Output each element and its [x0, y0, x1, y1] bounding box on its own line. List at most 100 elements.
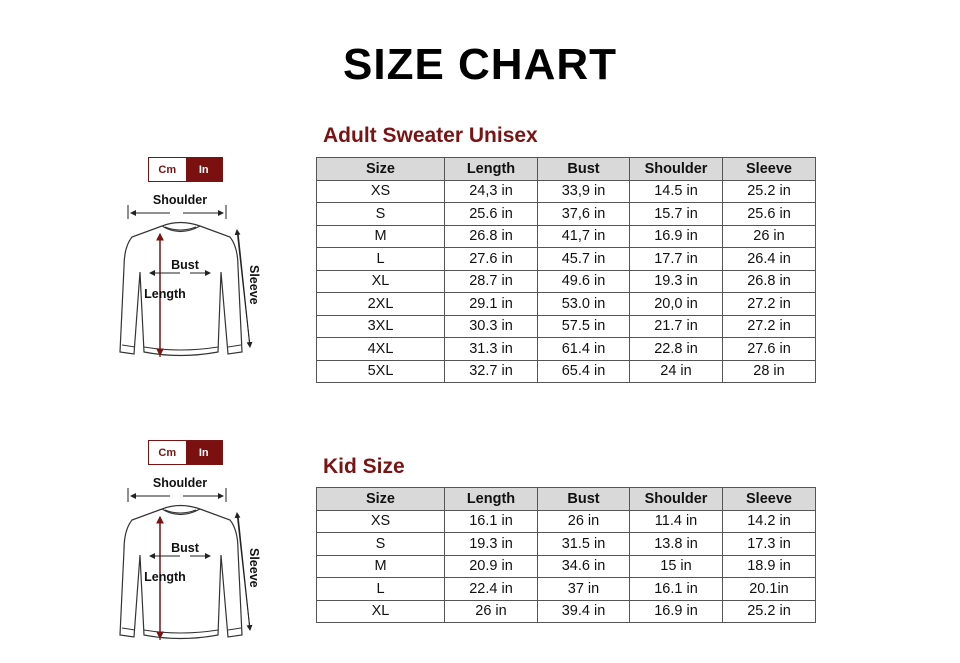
- table-row: M 26.8 in 41,7 in 16.9 in 26 in: [316, 224, 816, 248]
- kid-measurement-diagram: Cm In Shoulder Bust Length Sleeve: [110, 440, 270, 655]
- table-cell: 16.1 in: [444, 509, 538, 533]
- table-cell: XS: [316, 509, 445, 533]
- table-cell: 37,6 in: [537, 202, 630, 226]
- table-cell: 32.7 in: [444, 359, 538, 383]
- sleeve-label: Sleeve: [247, 265, 261, 305]
- table-cell: 29.1 in: [444, 292, 538, 316]
- page-title: SIZE CHART: [343, 40, 617, 89]
- table-cell: 31.5 in: [537, 532, 630, 556]
- table-cell: M: [316, 554, 445, 578]
- table-cell: 25.2 in: [722, 599, 816, 623]
- table-cell: 27.6 in: [722, 337, 816, 361]
- unit-toggle[interactable]: Cm In: [148, 440, 223, 465]
- table-cell: 25.6 in: [722, 202, 816, 226]
- table-cell: XL: [316, 269, 445, 293]
- length-label: Length: [144, 287, 186, 301]
- bust-label: Bust: [171, 258, 200, 272]
- table-cell: 25.6 in: [444, 202, 538, 226]
- bust-label: Bust: [171, 541, 200, 555]
- table-cell: 65.4 in: [537, 359, 630, 383]
- table-row: L 22.4 in 37 in 16.1 in 20.1in: [316, 577, 816, 601]
- table-cell: 2XL: [316, 292, 445, 316]
- table-row: S 25.6 in 37,6 in 15.7 in 25.6 in: [316, 202, 816, 226]
- column-header: Size: [316, 487, 445, 511]
- table-header-row: Size Length Bust Shoulder Sleeve: [316, 157, 816, 181]
- column-header: Length: [444, 157, 538, 181]
- table-cell: 26.8 in: [444, 224, 538, 248]
- table-cell: 28.7 in: [444, 269, 538, 293]
- column-header: Shoulder: [629, 157, 723, 181]
- table-cell: 31.3 in: [444, 337, 538, 361]
- table-cell: 17.7 in: [629, 247, 723, 271]
- length-label: Length: [144, 570, 186, 584]
- table-cell: 45.7 in: [537, 247, 630, 271]
- table-cell: 49.6 in: [537, 269, 630, 293]
- table-row: XL 28.7 in 49.6 in 19.3 in 26.8 in: [316, 269, 816, 293]
- table-cell: S: [316, 532, 445, 556]
- kid-size-table: Size Length Bust Shoulder Sleeve XS 16.1 in 26 …: [316, 487, 816, 623]
- table-cell: 30.3 in: [444, 314, 538, 338]
- table-cell: XL: [316, 599, 445, 623]
- table-row: 2XL 29.1 in 53.0 in 20,0 in 27.2 in: [316, 292, 816, 316]
- table-cell: 26 in: [537, 509, 630, 533]
- adult-size-table: Size Length Bust Shoulder Sleeve XS 24,3 in 33,…: [316, 157, 816, 383]
- sweater-icon: Shoulder Bust Length Sleeve: [119, 476, 261, 640]
- table-row: XS 24,3 in 33,9 in 14.5 in 25.2 in: [316, 179, 816, 203]
- table-cell: 4XL: [316, 337, 445, 361]
- table-header-row: Size Length Bust Shoulder Sleeve: [316, 487, 816, 511]
- table-cell: 15 in: [629, 554, 723, 578]
- table-cell: 18.9 in: [722, 554, 816, 578]
- table-cell: 37 in: [537, 577, 630, 601]
- table-cell: 17.3 in: [722, 532, 816, 556]
- table-cell: S: [316, 202, 445, 226]
- column-header: Shoulder: [629, 487, 723, 511]
- table-row: S 19.3 in 31.5 in 13.8 in 17.3 in: [316, 532, 816, 556]
- table-cell: 24 in: [629, 359, 723, 383]
- table-cell: 41,7 in: [537, 224, 630, 248]
- table-cell: 14.2 in: [722, 509, 816, 533]
- unit-in-option[interactable]: In: [185, 158, 222, 181]
- table-cell: 26 in: [444, 599, 538, 623]
- table-cell: 21.7 in: [629, 314, 723, 338]
- table-cell: 26.8 in: [722, 269, 816, 293]
- column-header: Sleeve: [722, 487, 816, 511]
- table-cell: 3XL: [316, 314, 445, 338]
- table-row: 5XL 32.7 in 65.4 in 24 in 28 in: [316, 359, 816, 383]
- table-cell: L: [316, 247, 445, 271]
- table-cell: 20,0 in: [629, 292, 723, 316]
- shoulder-label: Shoulder: [153, 193, 207, 207]
- column-header: Sleeve: [722, 157, 816, 181]
- unit-toggle[interactable]: Cm In: [148, 157, 223, 182]
- table-row: XS 16.1 in 26 in 11.4 in 14.2 in: [316, 509, 816, 533]
- table-row: 3XL 30.3 in 57.5 in 21.7 in 27.2 in: [316, 314, 816, 338]
- table-cell: 28 in: [722, 359, 816, 383]
- unit-cm-option[interactable]: Cm: [149, 158, 186, 181]
- table-cell: 11.4 in: [629, 509, 723, 533]
- sweater-icon: Shoulder Bust Length Sleeve: [119, 193, 261, 357]
- unit-in-option[interactable]: In: [185, 441, 222, 464]
- column-header: Length: [444, 487, 538, 511]
- table-row: M 20.9 in 34.6 in 15 in 18.9 in: [316, 554, 816, 578]
- table-cell: 16.1 in: [629, 577, 723, 601]
- kid-section-heading: Kid Size: [323, 455, 405, 478]
- table-cell: 26.4 in: [722, 247, 816, 271]
- table-cell: 27.6 in: [444, 247, 538, 271]
- table-cell: 19.3 in: [444, 532, 538, 556]
- unit-cm-option[interactable]: Cm: [149, 441, 186, 464]
- column-header: Size: [316, 157, 445, 181]
- table-cell: 39.4 in: [537, 599, 630, 623]
- table-cell: 15.7 in: [629, 202, 723, 226]
- table-cell: 16.9 in: [629, 599, 723, 623]
- table-cell: 20.9 in: [444, 554, 538, 578]
- table-cell: 5XL: [316, 359, 445, 383]
- table-row: 4XL 31.3 in 61.4 in 22.8 in 27.6 in: [316, 337, 816, 361]
- table-cell: 24,3 in: [444, 179, 538, 203]
- table-cell: L: [316, 577, 445, 601]
- table-cell: 16.9 in: [629, 224, 723, 248]
- sleeve-label: Sleeve: [247, 548, 261, 588]
- column-header: Bust: [537, 487, 630, 511]
- adult-measurement-diagram: Cm In Shoulder Bust Length Sleeve: [110, 157, 270, 372]
- table-cell: 22.8 in: [629, 337, 723, 361]
- table-cell: 13.8 in: [629, 532, 723, 556]
